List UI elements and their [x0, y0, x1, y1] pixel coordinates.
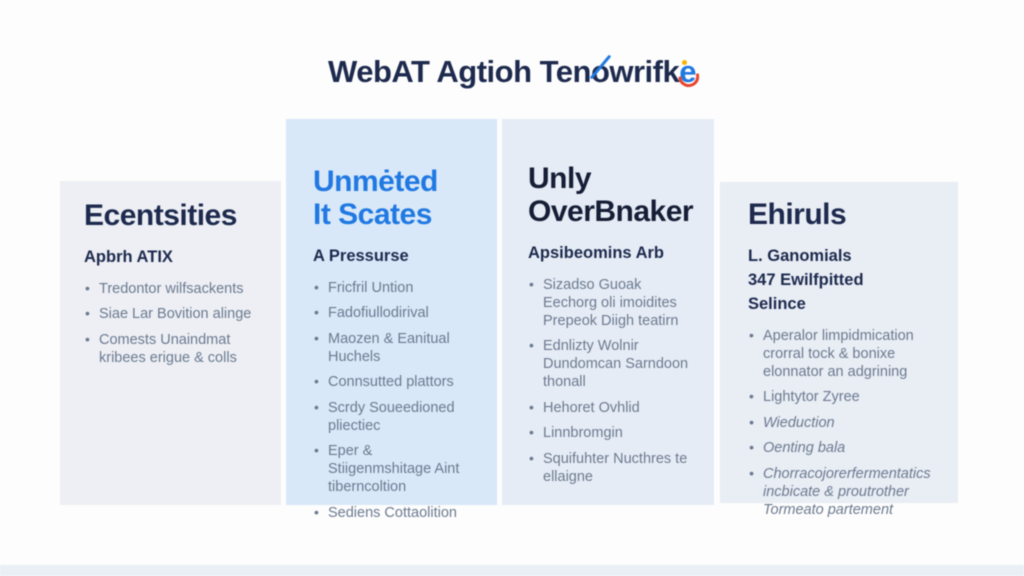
bullet-item: Oenting bala	[748, 439, 934, 458]
title-text-right: wrifk	[609, 54, 680, 89]
bullet-item: Sediens Cottaolition	[313, 504, 471, 523]
bullet-list: Tredontor wilfsackents Siae Lar Bovition…	[84, 280, 257, 368]
bullet-item: Sizadso Guoak Eechorg oli imoidites Prep…	[528, 276, 690, 331]
column-subhead: L. Ganomials 347 Ewilfpitted Selince	[748, 245, 934, 317]
subhead-line: Selince	[748, 294, 806, 313]
bullet-list: Aperalor limpidmication crorral tock & b…	[748, 327, 934, 520]
column-heading: Unly OverBnaker	[528, 162, 694, 228]
bullet-item: Fadofiullodirival	[313, 304, 471, 323]
bullet-list: Sizadso Guoak Eechorg oli imoidites Prep…	[528, 276, 690, 487]
browser-e-logo-icon: e	[679, 54, 696, 89]
bullet-item: Squifuhter Nucthres te ellaigne	[528, 450, 690, 487]
subhead-line: 347 Ewilfpitted	[748, 270, 864, 289]
title-text-left: WebAT Agtioh Ten	[328, 54, 591, 89]
heading-line: Ecentsities	[84, 199, 237, 232]
bullet-item: Aperalor limpidmication crorral tock & b…	[748, 327, 934, 382]
subhead-line: A Pressurse	[313, 247, 409, 265]
subhead-line: L. Ganomials	[748, 247, 852, 265]
bullet-item: Linnbromgin	[528, 424, 690, 443]
bullet-item: Siae Lar Bovition alinge	[84, 305, 257, 324]
heading-line: Unly	[528, 162, 592, 195]
column-panel-ehiruls: Ehiruls L. Ganomials 347 Ewilfpitted Sel…	[720, 182, 958, 518]
heading-line: OverBnaker	[528, 195, 694, 228]
column-heading: Ecentsities	[84, 199, 257, 232]
bullet-item: Hehoret Ovhlid	[528, 399, 690, 418]
column-subhead: Apbrh ATIX	[84, 246, 257, 270]
bullet-item: Chorracojorerfermentatics incbicate & pr…	[748, 465, 934, 520]
bullet-item: Wieduction	[748, 414, 934, 433]
title-o-slash-glyph: o	[590, 54, 610, 89]
subhead-line: Apbrh ATIX	[84, 248, 173, 266]
bullet-item: Fricfril Untion	[313, 279, 471, 298]
bullet-item: Maozen & Eanitual Huchels	[313, 330, 471, 367]
heading-line: Ehiruls	[748, 198, 847, 231]
slide-title: WebAT Agtioh Tenowrifke	[0, 54, 1024, 90]
column-panel-ecentsities: Ecentsities Apbrh ATIX Tredontor wilfsac…	[60, 181, 281, 505]
column-heading: Ehiruls	[748, 198, 934, 231]
bullet-item: Comests Unaindmat kribees erigue & colls	[84, 331, 257, 368]
bullet-item: Eper & Stiigenmshitage Aint tiberncoltio…	[313, 442, 471, 497]
bullet-item: Connsutted plattors	[313, 373, 471, 392]
column-heading: Unmėted It Scates	[313, 165, 471, 231]
bullet-item: Lightytor Zyree	[748, 388, 934, 407]
heading-line: Unmėted	[313, 165, 438, 198]
bullet-item: Tredontor wilfsackents	[84, 280, 257, 299]
column-subhead: A Pressurse	[313, 245, 471, 269]
subhead-line: Apsibeomins Arb	[528, 244, 664, 262]
column-subhead: Apsibeomins Arb	[528, 242, 690, 266]
bullet-item: Ednlizty Wolnir Dundomcan Sarndoon thona…	[528, 337, 690, 392]
bullet-item: Scrdy Soueedioned pliectiec	[313, 399, 471, 436]
heading-line: It Scates	[313, 198, 432, 231]
bottom-band	[0, 565, 1024, 576]
bullet-list: Fricfril Untion Fadofiullodirival Maozen…	[313, 279, 471, 523]
